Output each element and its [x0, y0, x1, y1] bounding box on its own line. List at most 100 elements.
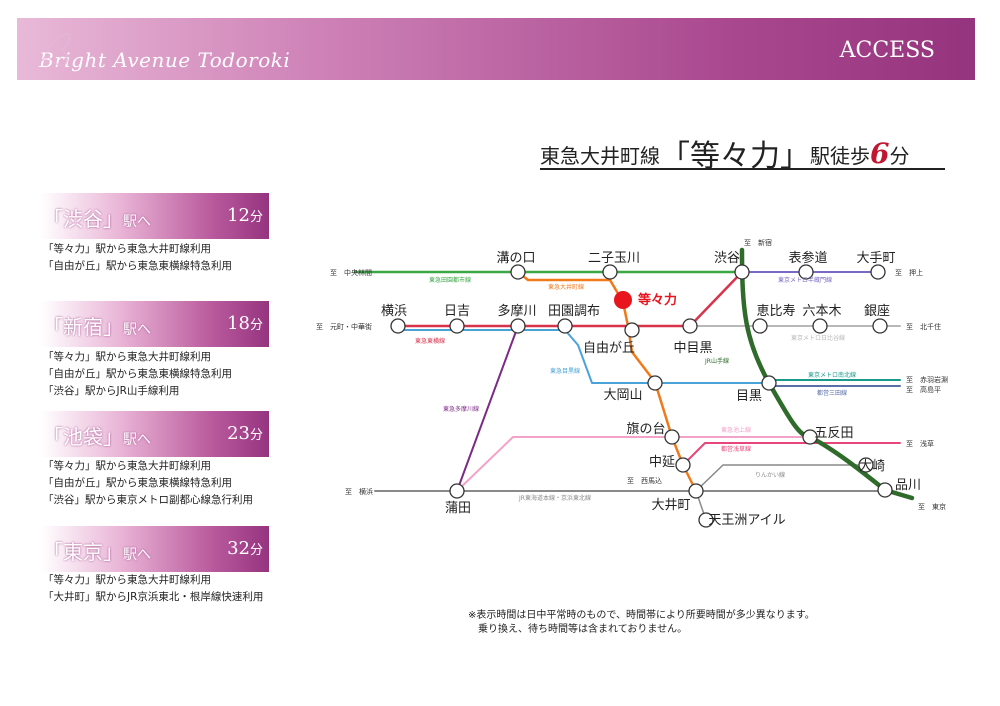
- tamagawa-line: [456, 325, 519, 492]
- direction-label: 至 元町・中華街: [316, 322, 372, 331]
- direction-label: 至 東京: [918, 502, 946, 511]
- destination-shinjuku: 「新宿」駅へ 18分: [41, 301, 269, 347]
- destination-ikebukuro: 「池袋」駅へ 23分: [41, 411, 269, 457]
- station-node: [858, 457, 874, 473]
- meguro-line: [394, 329, 770, 384]
- station-label: 五反田: [814, 426, 853, 441]
- station-label: 横浜: [381, 304, 407, 319]
- dest-time: 18: [227, 313, 250, 334]
- todoroki-label: 等々力: [637, 292, 677, 308]
- station-node: [557, 318, 573, 334]
- note-line: 「等々力」駅から東急大井町線利用: [43, 460, 211, 472]
- station-node: [698, 512, 714, 528]
- station-label: 旗の台: [626, 421, 665, 437]
- station-label: 天王洲アイル: [708, 513, 785, 528]
- note-line: 「大井町」駅からJR京浜東北・根岸線快速利用: [43, 591, 264, 603]
- station-node: [761, 375, 777, 391]
- direction-label: 至 西馬込: [627, 476, 662, 485]
- dest-he: 駅へ: [123, 214, 151, 230]
- dest-name: 「池袋」: [43, 425, 123, 449]
- station-node: [664, 429, 680, 445]
- dest-notes-ikebukuro: 「等々力」駅から東急大井町線利用 「自由が丘」駅から東急東横線特急利用 「渋谷」…: [43, 458, 253, 509]
- direction-label: 至 浅草: [906, 439, 934, 448]
- station-node: [449, 483, 465, 499]
- station-label: 表参道: [788, 250, 827, 266]
- dest-unit: 分: [249, 543, 263, 558]
- dest-notes-tokyo: 「等々力」駅から東急大井町線利用 「大井町」駅からJR京浜東北・根岸線快速利用: [43, 572, 263, 606]
- station-node: [877, 482, 893, 498]
- station-label: 六本木: [802, 304, 841, 319]
- rinkai-line: [695, 464, 867, 492]
- note-line: 「渋谷」駅から東京メトロ副都心線急行利用: [43, 494, 253, 506]
- station-node: [602, 264, 618, 280]
- dest-notes-shibuya: 「等々力」駅から東急大井町線利用 「自由が丘」駅から東急東横線特急利用: [43, 241, 232, 275]
- station-node: [390, 318, 406, 334]
- note-line: 「等々力」駅から東急大井町線利用: [43, 574, 211, 586]
- line-label-hibiya: 東京メトロ日比谷線: [791, 334, 845, 342]
- station-node: [870, 264, 886, 280]
- station-node: [510, 318, 526, 334]
- direction-label: 至 赤羽岩淵: [906, 375, 948, 384]
- direction-label: 至 横浜: [345, 487, 373, 496]
- station-label: 日吉: [444, 304, 470, 319]
- line-label-yamanote: JR山手線: [704, 357, 729, 365]
- station-label: 恵比寿: [756, 304, 795, 319]
- station-node: [675, 457, 691, 473]
- station-node: [682, 318, 698, 334]
- dest-he: 駅へ: [123, 432, 151, 448]
- station-node: [752, 318, 768, 334]
- direction-label: 至 高島平: [906, 385, 941, 394]
- note-line: 「等々力」駅から東急大井町線利用: [43, 243, 211, 255]
- footnote: ※表示時間は日中平常時のもので、時間帯により所要時間が多少異なります。 乗り換え…: [468, 610, 815, 635]
- station-label: 自由が丘: [583, 341, 635, 356]
- line-label-mita: 都営三田線: [817, 389, 847, 397]
- access-label: ACCESS: [839, 38, 935, 63]
- note-line: 「渋谷」駅からJR山手線利用: [43, 385, 180, 397]
- note-line: 「自由が丘」駅から東急東横線特急利用: [43, 260, 232, 272]
- station-label: 中目黒: [673, 341, 712, 356]
- yamanote-line: [739, 247, 915, 501]
- station-label: 多摩川: [497, 303, 536, 319]
- station-label: 大崎: [859, 459, 885, 474]
- oimachi-line: [516, 270, 698, 493]
- dest-time: 12: [227, 205, 250, 226]
- station-label: 二子玉川: [588, 251, 640, 266]
- direction-label: 至 押上: [895, 268, 923, 277]
- station-node: [624, 322, 640, 338]
- station-node: [802, 429, 818, 445]
- headline: 東急大井町線「等々力」駅徒歩6分: [540, 128, 945, 174]
- station-label: 品川: [895, 478, 921, 493]
- station-node: [734, 264, 750, 280]
- line-label-keihin: JR東海道本線・京浜東北線: [518, 494, 591, 502]
- brand-title: Bright Avenue Todoroki: [39, 48, 291, 72]
- header-banner: Bright Avenue Todoroki ACCESS: [17, 18, 975, 80]
- dest-unit: 分: [249, 210, 263, 225]
- note-line: 「等々力」駅から東急大井町線利用: [43, 351, 211, 363]
- station-label: 大手町: [856, 251, 895, 266]
- station-label: 目黒: [736, 389, 762, 404]
- line-label-tamagawa: 東急多摩川線: [443, 405, 479, 413]
- destination-tokyo: 「東京」駅へ 32分: [41, 526, 269, 572]
- line-label-toyoko: 東急東横線: [415, 337, 445, 345]
- dest-notes-shinjuku: 「等々力」駅から東急大井町線利用 「自由が丘」駅から東急東横線特急利用 「渋谷」…: [43, 349, 232, 400]
- line-label-oimachi: 東急大井町線: [548, 283, 584, 291]
- station-node: [812, 318, 828, 334]
- line-label-denentoshi: 東急田園都市線: [429, 276, 471, 284]
- line-label-asakusa: 都営浅草線: [721, 445, 751, 453]
- dest-unit: 分: [249, 428, 263, 443]
- headline-line: 東急大井町線: [540, 144, 660, 168]
- line-label-rinkai: りんかい線: [755, 471, 785, 479]
- headline-station: 「等々力」: [660, 139, 810, 174]
- dest-he: 駅へ: [123, 322, 151, 338]
- station-node: [688, 483, 704, 499]
- station-node: [647, 375, 663, 391]
- note-line: 「自由が丘」駅から東急東横線特急利用: [43, 477, 232, 489]
- station-node: [798, 264, 814, 280]
- direction-label: 至 北千住: [906, 322, 941, 331]
- headline-minutes: 6: [870, 137, 890, 170]
- station-label: 田園調布: [548, 304, 600, 319]
- asakusa-line: [682, 442, 901, 466]
- headline-walk: 駅徒歩: [810, 144, 870, 168]
- line-label-hanzomon: 東京メトロ半蔵門線: [778, 276, 832, 284]
- direction-label: 至 新宿: [744, 238, 772, 247]
